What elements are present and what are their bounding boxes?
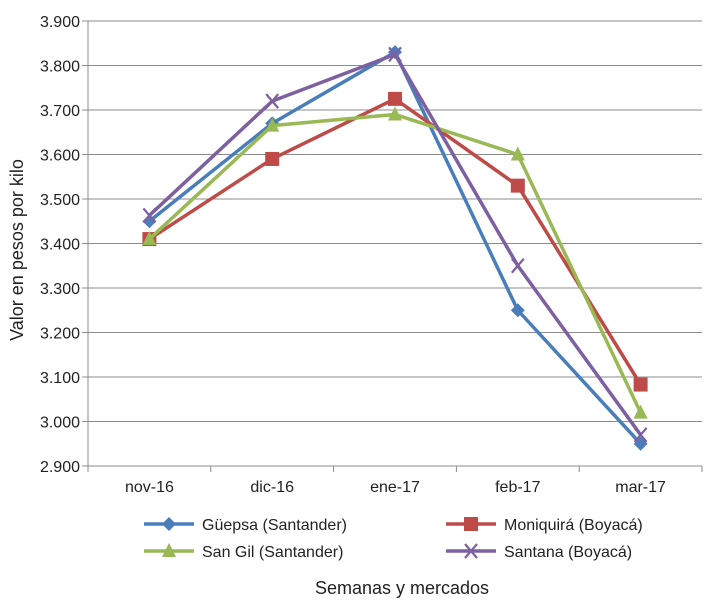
legend: Güepsa (Santander) Moniquirá (Boyacá) San …	[144, 517, 643, 561]
marker-stroke	[510, 258, 525, 274]
data-point	[510, 146, 525, 161]
data-point	[265, 117, 280, 132]
x-tick-label: nov-16	[125, 479, 174, 496]
x-tick-label: mar-17	[615, 479, 666, 496]
legend-item: San Gil (Santander)	[144, 543, 343, 561]
series-line	[148, 97, 643, 386]
series-1	[142, 91, 648, 392]
axis-layer: 2.900 3.000 3.100 3.200 3.300 3.400 3.500 3.600…	[40, 14, 703, 496]
series-0	[142, 45, 648, 451]
data-point	[265, 93, 280, 109]
legend-label: Güepsa (Santander)	[202, 517, 347, 534]
y-tick-label: 3.400	[40, 237, 80, 254]
marker-stroke	[464, 543, 478, 559]
marker-stroke	[633, 427, 648, 443]
legend-label: Moniquirá (Boyacá)	[504, 517, 643, 534]
y-tick-label: 2.900	[40, 459, 80, 476]
x-tick-label: dic-16	[250, 479, 294, 496]
data-point	[388, 106, 402, 121]
data-point	[388, 46, 402, 63]
y-tick-label: 3.200	[40, 326, 80, 343]
legend-label: Santana (Boyacá)	[504, 544, 632, 561]
x-tick-label: ene-17	[370, 479, 420, 496]
y-tick-label: 3.900	[40, 14, 80, 31]
legend-marker	[464, 543, 478, 559]
series-layer	[142, 45, 648, 451]
data-point	[388, 91, 402, 106]
data-point	[142, 207, 157, 224]
data-point	[510, 258, 525, 274]
legend-item: Santana (Boyacá)	[446, 543, 632, 561]
data-point	[142, 231, 157, 246]
marker-stroke	[142, 207, 157, 224]
y-tick-label: 3.000	[40, 415, 80, 432]
data-point	[633, 404, 648, 419]
series-2	[142, 106, 648, 419]
legend-item: Moniquirá (Boyacá)	[446, 517, 643, 534]
data-point	[265, 151, 280, 166]
legend-label: San Gil (Santander)	[202, 544, 343, 561]
legend-marker	[162, 517, 176, 531]
y-axis-title: Valor en pesos por kilo	[7, 159, 27, 341]
data-point	[633, 427, 648, 443]
x-axis-title: Semanas y mercados	[315, 578, 489, 598]
series-3	[142, 46, 648, 443]
y-tick-label: 3.500	[40, 192, 80, 209]
y-tick-label: 3.100	[40, 370, 80, 387]
y-tick-label: 3.700	[40, 103, 80, 120]
y-tick-label: 3.800	[40, 59, 80, 76]
data-point	[510, 178, 525, 193]
grid-layer	[88, 20, 702, 467]
legend-marker	[162, 543, 176, 557]
data-point	[142, 214, 157, 229]
data-point	[633, 377, 648, 392]
marker-stroke	[388, 46, 402, 63]
marker-stroke	[265, 93, 280, 109]
legend-marker	[464, 517, 478, 531]
y-tick-label: 3.300	[40, 281, 80, 298]
data-point	[510, 303, 525, 318]
legend-item: Güepsa (Santander)	[144, 517, 347, 534]
x-tick-label: feb-17	[495, 479, 540, 496]
y-tick-label: 3.600	[40, 148, 80, 165]
